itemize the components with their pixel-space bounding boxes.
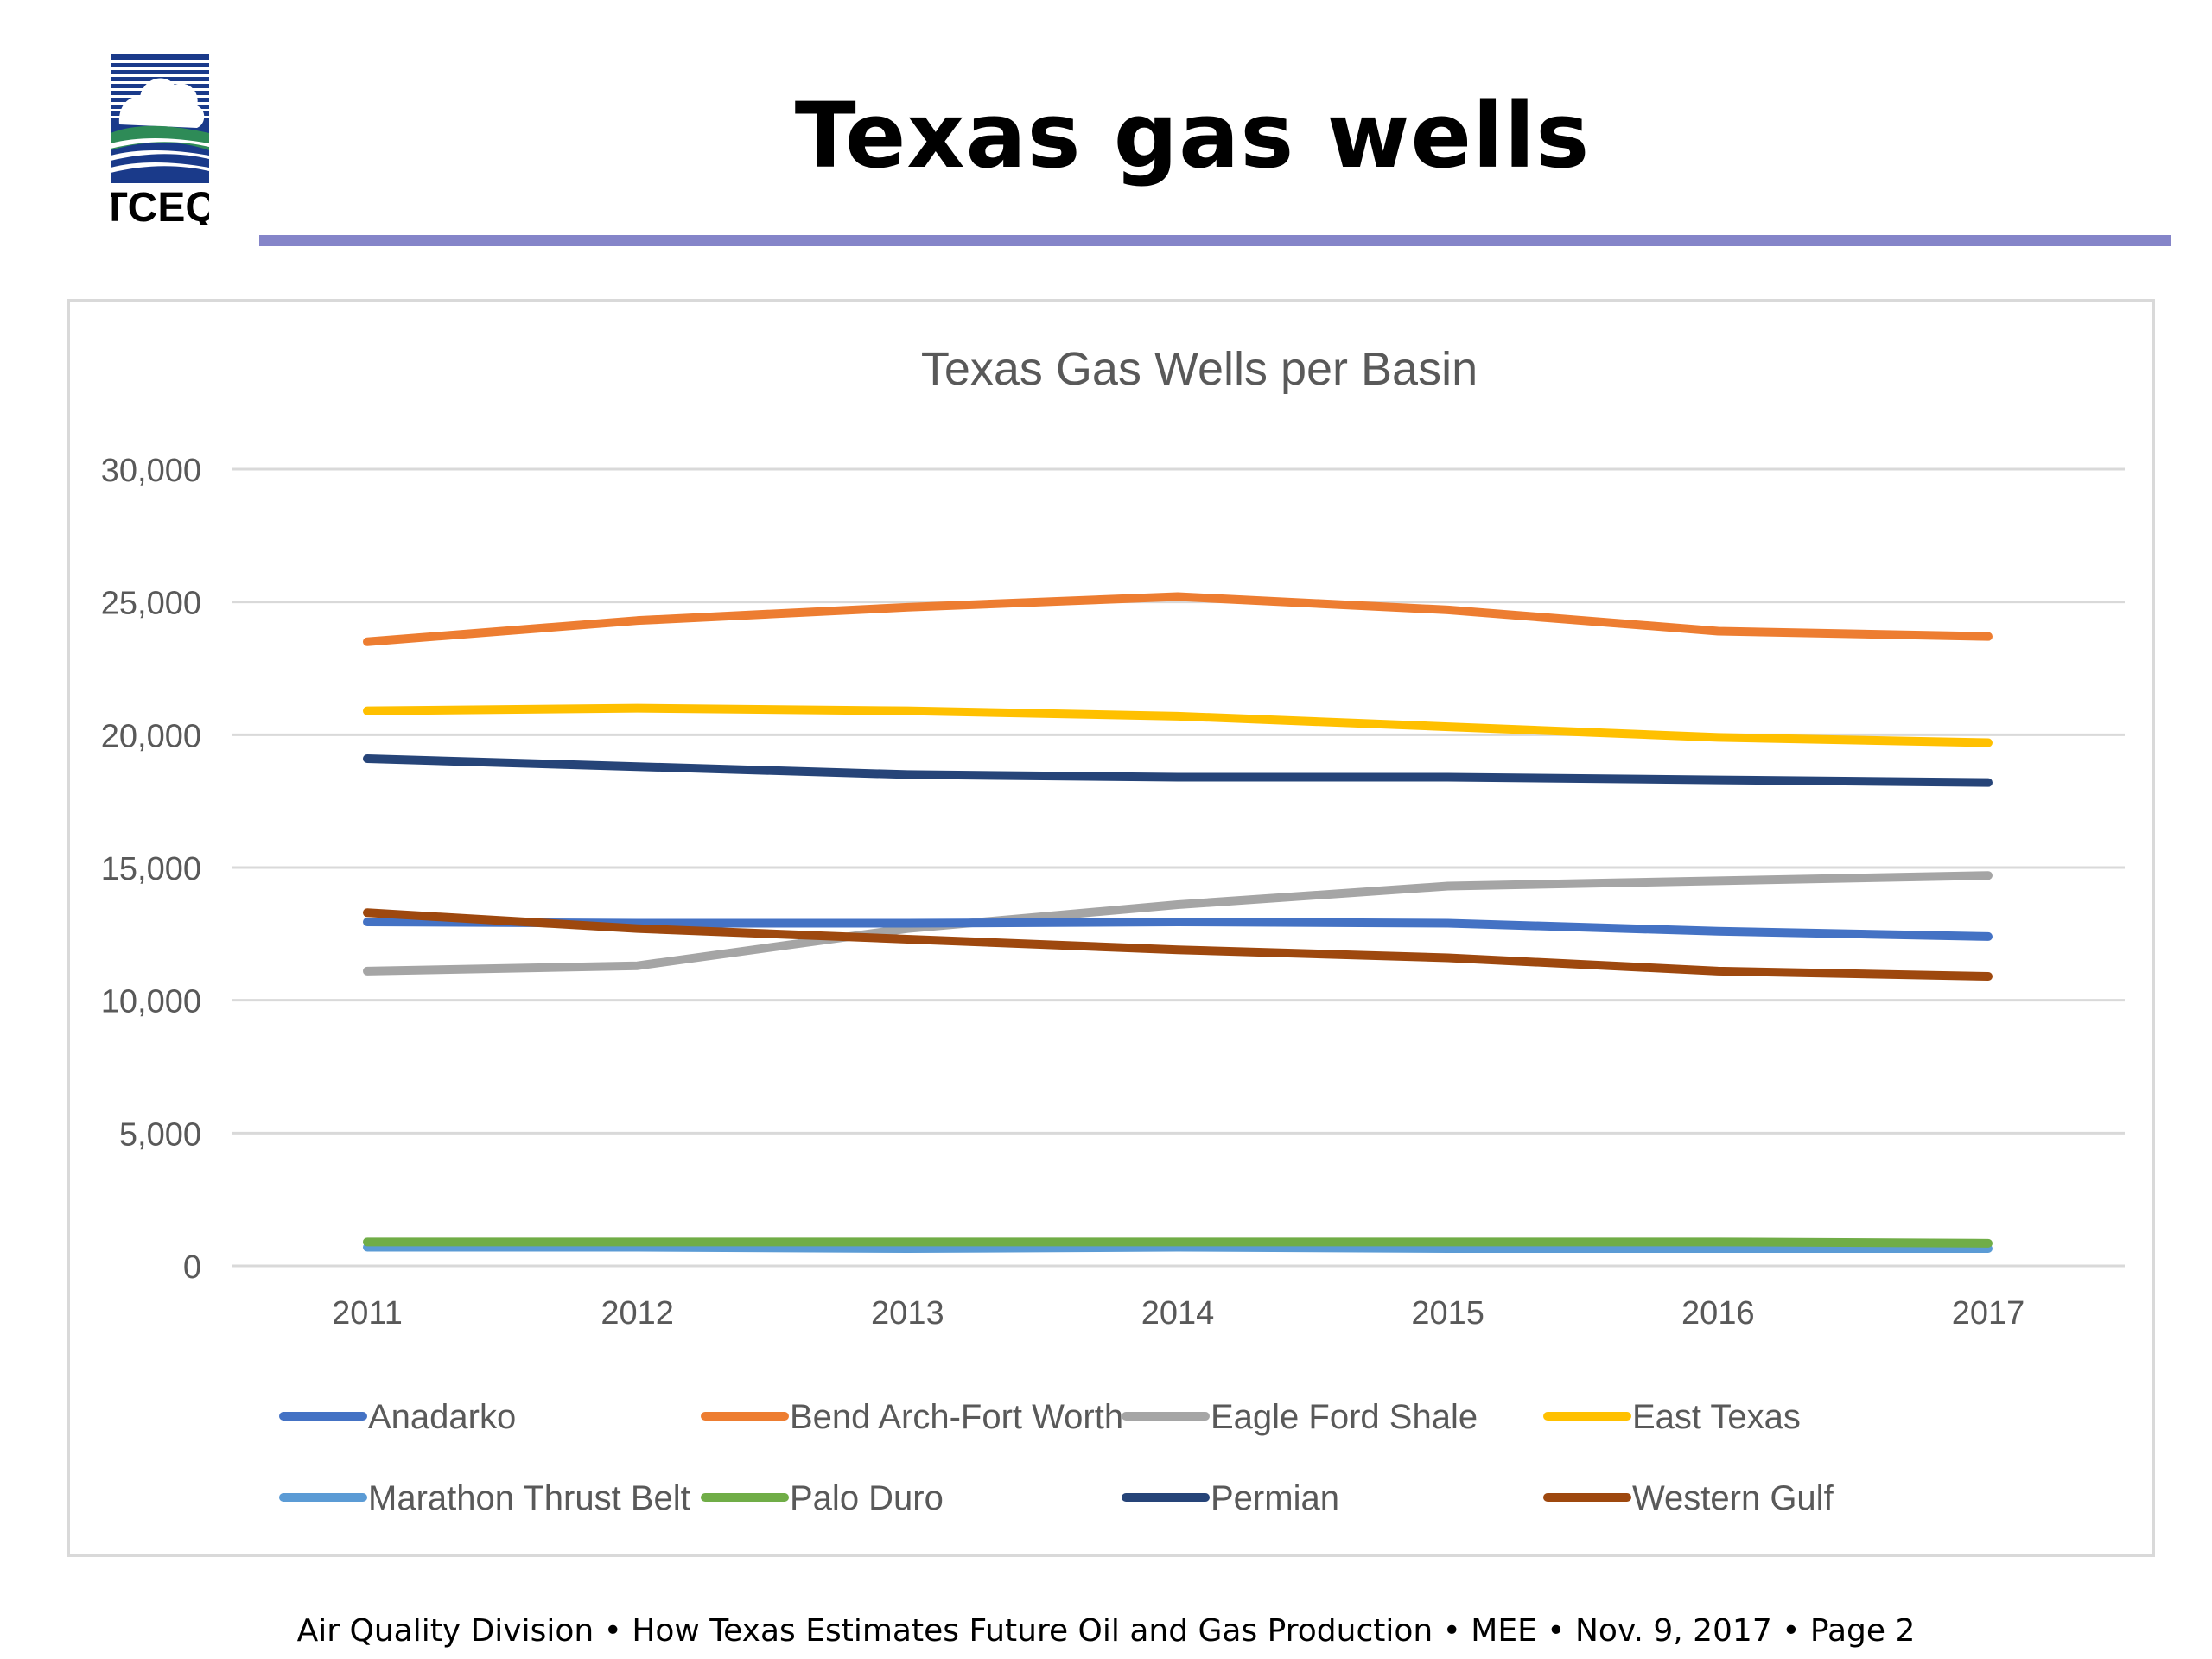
y-tick-label: 20,000 xyxy=(101,718,201,754)
x-tick-label: 2015 xyxy=(1411,1295,1484,1332)
series-line-eagle-ford-shale xyxy=(363,871,1993,976)
x-tick-label: 2011 xyxy=(332,1295,403,1332)
slide-title: Texas gas wells xyxy=(794,83,1591,188)
x-tick-label: 2012 xyxy=(601,1295,674,1332)
series-line-western-gulf xyxy=(363,908,1993,982)
legend-label: Anadarko xyxy=(368,1398,516,1436)
y-tick-label: 5,000 xyxy=(119,1116,201,1153)
chart-title: Texas Gas Wells per Basin xyxy=(921,343,1478,395)
y-tick-label: 25,000 xyxy=(101,586,201,622)
legend-label: Permian xyxy=(1211,1479,1339,1517)
tceq-logo-icon: TCEQ xyxy=(102,54,218,231)
legend-label: Bend Arch-Fort Worth xyxy=(790,1398,1123,1436)
legend-label: Western Gulf xyxy=(1632,1479,1834,1517)
logo-text: TCEQ xyxy=(111,185,209,225)
line-chart: Texas Gas Wells per Basin 0 5,000 10,000 15,… xyxy=(101,343,2125,1517)
legend-label: Eagle Ford Shale xyxy=(1211,1398,1478,1436)
x-tick-label: 2013 xyxy=(871,1295,944,1332)
x-tick-label: 2016 xyxy=(1681,1295,1755,1332)
slide-footer: Air Quality Division • How Texas Estimat… xyxy=(296,1613,1916,1649)
x-tick-label: 2017 xyxy=(1952,1295,2025,1332)
y-tick-label: 15,000 xyxy=(101,851,201,887)
tceq-logo: TCEQ xyxy=(102,54,218,231)
legend-label: Palo Duro xyxy=(790,1479,944,1517)
y-tick-label: 10,000 xyxy=(101,984,201,1020)
series-line-bend-arch-fort-worth xyxy=(363,592,1993,646)
title-divider xyxy=(259,235,2171,246)
series-line-marathon-thrust-belt xyxy=(363,1243,1993,1254)
x-tick-label: 2014 xyxy=(1141,1295,1215,1332)
series-line-east-texas xyxy=(363,703,1993,747)
series-line-anadarko xyxy=(363,918,1993,941)
y-tick-label: 30,000 xyxy=(101,453,201,489)
legend-label: East Texas xyxy=(1632,1398,1801,1436)
y-tick-label: 0 xyxy=(183,1249,201,1286)
series-line-permian xyxy=(363,753,1993,787)
chart-frame: Texas Gas Wells per Basin 0 5,000 10,000 15,… xyxy=(67,299,2155,1557)
series-line-palo-duro xyxy=(363,1237,1993,1248)
legend-label: Marathon Thrust Belt xyxy=(368,1479,690,1517)
